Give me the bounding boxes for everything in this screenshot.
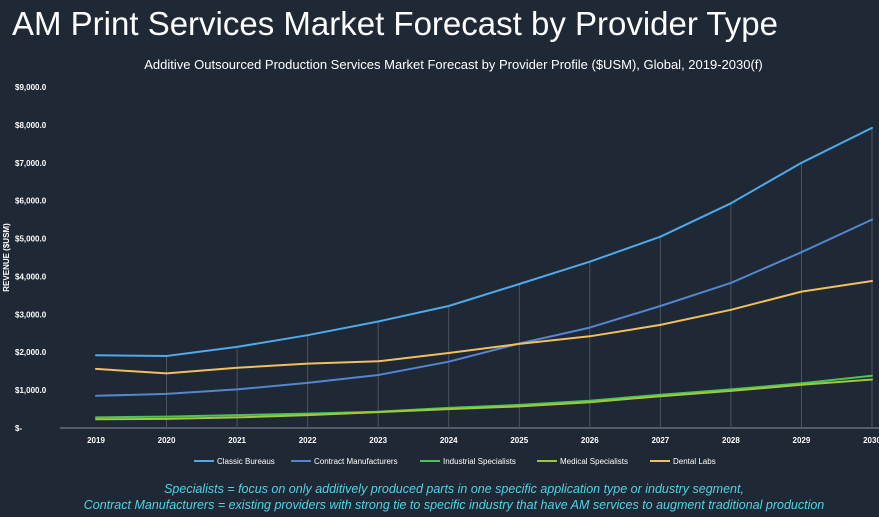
- footnote-contract-manufacturers: Contract Manufacturers = existing provid…: [83, 498, 825, 512]
- series-lines: [95, 126, 873, 421]
- x-tick-label: 2027: [651, 436, 669, 445]
- slide-title: AM Print Services Market Forecast by Pro…: [12, 5, 778, 42]
- y-axis-label: REVENUE ($USM): [2, 223, 11, 292]
- x-axis-ticks: 2019 2020 2021 2022 2023 2024 2025 2026 2027 2028…: [87, 436, 879, 445]
- x-tick-label: 2019: [87, 436, 105, 445]
- y-tick-label: $9,000.0: [15, 83, 47, 92]
- legend-label-classic-bureaus: Classic Bureaus: [217, 457, 275, 466]
- y-tick-label: $6,000.0: [15, 197, 47, 206]
- x-tick-label: 2022: [299, 436, 317, 445]
- y-tick-label: $7,000.0: [15, 159, 47, 168]
- series-line-contract-manufacturers: [95, 218, 873, 397]
- x-tick-label: 2024: [440, 436, 458, 445]
- y-tick-label: $8,000.0: [15, 121, 47, 130]
- y-tick-label: $2,000.0: [15, 348, 47, 357]
- x-tick-label: 2021: [228, 436, 246, 445]
- legend-label-medical-specialists: Medical Specialists: [560, 457, 628, 466]
- legend-label-contract-manufacturers: Contract Manufacturers: [314, 457, 398, 466]
- series-line-industrial-specialists: [95, 374, 873, 419]
- x-tick-label: 2029: [793, 436, 811, 445]
- x-tick-label: 2026: [581, 436, 599, 445]
- legend-label-dental-labs: Dental Labs: [673, 457, 716, 466]
- x-tick-label: 2030: [863, 436, 879, 445]
- series-line-classic-bureaus: [95, 126, 873, 357]
- x-tick-label: 2020: [158, 436, 176, 445]
- series-line-dental-labs: [95, 280, 873, 375]
- legend-label-industrial-specialists: Industrial Specialists: [443, 457, 516, 466]
- legend: Classic Bureaus Contract Manufacturers Ind…: [194, 457, 716, 466]
- y-tick-label: $1,000.0: [15, 386, 47, 395]
- footnote-specialists: Specialists = focus on only additively p…: [164, 482, 744, 496]
- y-tick-label: $5,000.0: [15, 235, 47, 244]
- gridlines: [60, 127, 879, 429]
- y-tick-label: $4,000.0: [15, 272, 47, 281]
- y-tick-label: $-: [15, 424, 22, 433]
- series-line-medical-specialists: [95, 378, 873, 421]
- x-tick-label: 2028: [722, 436, 740, 445]
- y-tick-label: $3,000.0: [15, 310, 47, 319]
- x-tick-label: 2025: [510, 436, 528, 445]
- x-tick-label: 2023: [369, 436, 387, 445]
- y-axis-ticks: $- $1,000.0 $2,000.0 $3,000.0 $4,000.0 $5,000…: [15, 83, 47, 433]
- chart-title: Additive Outsourced Production Services …: [144, 57, 763, 72]
